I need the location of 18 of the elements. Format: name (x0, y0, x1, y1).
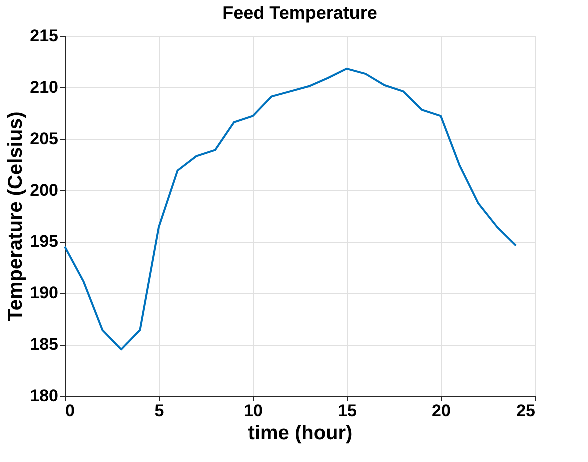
x-axis-title: time (hour) (248, 422, 353, 444)
line-series (64, 68, 518, 351)
x-tick-label: 15 (338, 402, 357, 420)
y-tick-label: 215 (30, 26, 58, 46)
y-tick-label: 205 (30, 129, 58, 148)
x-tick-label: 20 (432, 402, 451, 420)
y-tick-label: 210 (30, 78, 58, 97)
y-tick-label: 190 (30, 284, 58, 303)
y-axis-title: Temperature (Celsius) (5, 112, 28, 322)
x-tick-label: 0 (66, 402, 75, 420)
chart-title: Feed Temperature (222, 3, 378, 23)
x-tick-label: 10 (244, 402, 263, 420)
y-tick-label: 185 (30, 335, 58, 354)
x-tick-label: 5 (154, 402, 164, 420)
x-tick-label: 25 (516, 402, 536, 420)
y-tick-label: 200 (30, 180, 58, 200)
y-tick-label: 195 (30, 232, 58, 252)
y-tick-label: 180 (30, 386, 58, 406)
